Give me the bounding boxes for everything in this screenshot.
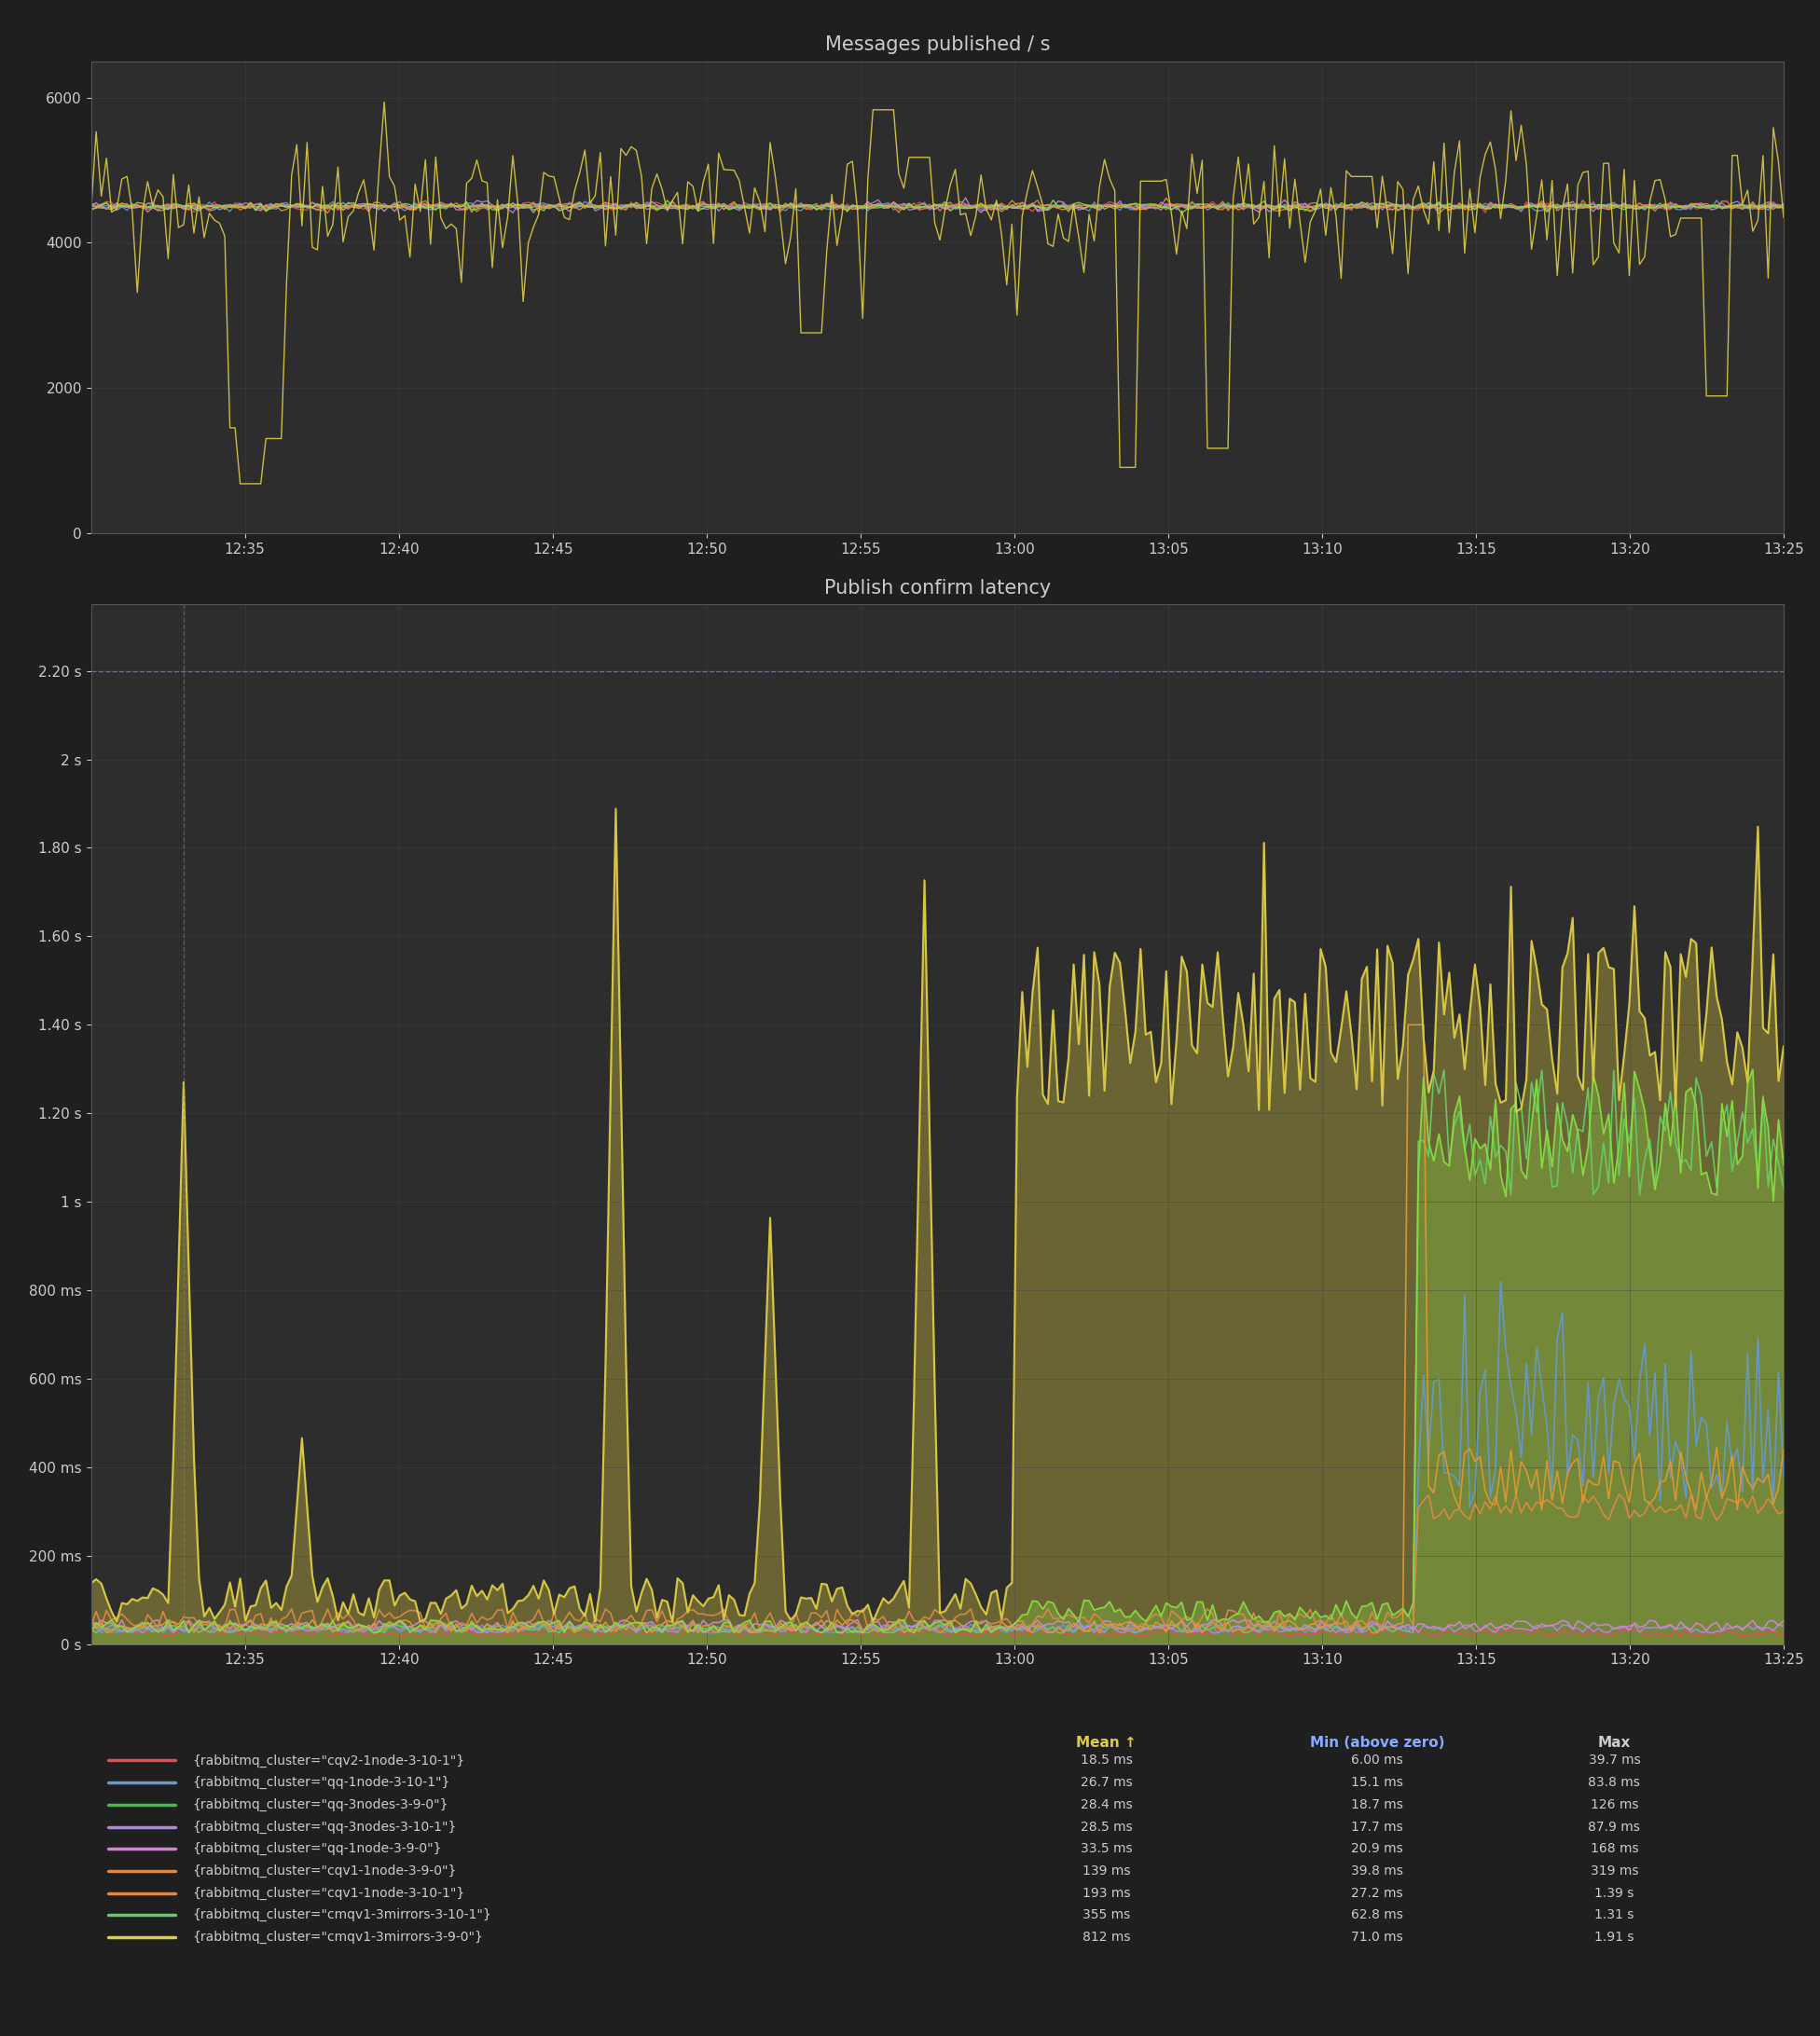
Text: Mean ↑: Mean ↑ bbox=[1076, 1737, 1138, 1749]
Text: 1.31 s: 1.31 s bbox=[1594, 1908, 1634, 1922]
Title: Messages published / s: Messages published / s bbox=[824, 37, 1050, 55]
Text: 83.8 ms: 83.8 ms bbox=[1589, 1775, 1640, 1790]
Text: 27.2 ms: 27.2 ms bbox=[1352, 1887, 1403, 1900]
Title: Publish confirm latency: Publish confirm latency bbox=[824, 580, 1050, 599]
Text: 28.5 ms: 28.5 ms bbox=[1081, 1820, 1132, 1832]
Text: 62.8 ms: 62.8 ms bbox=[1350, 1908, 1403, 1922]
Text: 355 ms: 355 ms bbox=[1083, 1908, 1130, 1922]
Text: {rabbitmq_cluster="cqv2-1node-3-10-1"}: {rabbitmq_cluster="cqv2-1node-3-10-1"} bbox=[193, 1753, 464, 1767]
Text: 26.7 ms: 26.7 ms bbox=[1081, 1775, 1132, 1790]
Text: 126 ms: 126 ms bbox=[1591, 1798, 1638, 1812]
Text: 15.1 ms: 15.1 ms bbox=[1350, 1775, 1403, 1790]
Text: 168 ms: 168 ms bbox=[1591, 1843, 1638, 1855]
Text: 1.91 s: 1.91 s bbox=[1594, 1930, 1634, 1944]
Text: 18.5 ms: 18.5 ms bbox=[1081, 1753, 1132, 1767]
Text: {rabbitmq_cluster="cmqv1-3mirrors-3-10-1"}: {rabbitmq_cluster="cmqv1-3mirrors-3-10-1… bbox=[193, 1908, 491, 1922]
Text: 17.7 ms: 17.7 ms bbox=[1352, 1820, 1403, 1832]
Text: 812 ms: 812 ms bbox=[1083, 1930, 1130, 1944]
Text: {rabbitmq_cluster="qq-3nodes-3-9-0"}: {rabbitmq_cluster="qq-3nodes-3-9-0"} bbox=[193, 1798, 448, 1812]
Text: 87.9 ms: 87.9 ms bbox=[1589, 1820, 1640, 1832]
Text: Min (above zero): Min (above zero) bbox=[1310, 1737, 1445, 1749]
Text: 33.5 ms: 33.5 ms bbox=[1081, 1843, 1132, 1855]
Text: {rabbitmq_cluster="cqv1-1node-3-10-1"}: {rabbitmq_cluster="cqv1-1node-3-10-1"} bbox=[193, 1887, 466, 1900]
Text: 18.7 ms: 18.7 ms bbox=[1350, 1798, 1403, 1812]
Text: 6.00 ms: 6.00 ms bbox=[1352, 1753, 1403, 1767]
Text: 71.0 ms: 71.0 ms bbox=[1352, 1930, 1403, 1944]
Text: 28.4 ms: 28.4 ms bbox=[1081, 1798, 1132, 1812]
Text: 193 ms: 193 ms bbox=[1083, 1887, 1130, 1900]
Text: Max: Max bbox=[1598, 1737, 1631, 1749]
Text: 1.39 s: 1.39 s bbox=[1594, 1887, 1634, 1900]
Text: {rabbitmq_cluster="cmqv1-3mirrors-3-9-0"}: {rabbitmq_cluster="cmqv1-3mirrors-3-9-0"… bbox=[193, 1930, 484, 1944]
Text: {rabbitmq_cluster="qq-1node-3-9-0"}: {rabbitmq_cluster="qq-1node-3-9-0"} bbox=[193, 1843, 442, 1855]
Text: {rabbitmq_cluster="qq-3nodes-3-10-1"}: {rabbitmq_cluster="qq-3nodes-3-10-1"} bbox=[193, 1820, 457, 1832]
Text: 139 ms: 139 ms bbox=[1083, 1865, 1130, 1877]
Text: {rabbitmq_cluster="qq-1node-3-10-1"}: {rabbitmq_cluster="qq-1node-3-10-1"} bbox=[193, 1775, 450, 1790]
Text: 20.9 ms: 20.9 ms bbox=[1352, 1843, 1403, 1855]
Text: 319 ms: 319 ms bbox=[1591, 1865, 1638, 1877]
Text: 39.8 ms: 39.8 ms bbox=[1350, 1865, 1403, 1877]
Text: {rabbitmq_cluster="cqv1-1node-3-9-0"}: {rabbitmq_cluster="cqv1-1node-3-9-0"} bbox=[193, 1865, 457, 1877]
Text: 39.7 ms: 39.7 ms bbox=[1589, 1753, 1640, 1767]
